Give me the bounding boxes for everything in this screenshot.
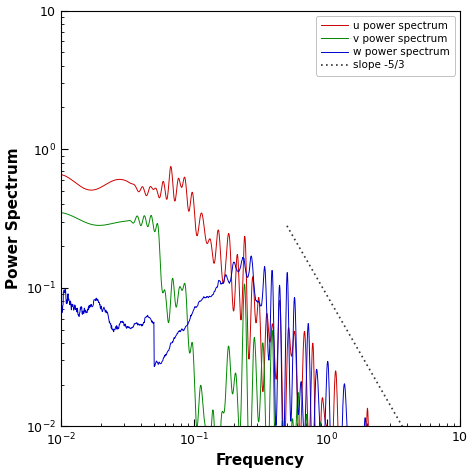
u power spectrum (276, 301, 282, 306)
u power spectrum (268, 333, 274, 338)
u power spectrum (58, 172, 64, 177)
v power spectrum (457, 437, 463, 443)
v power spectrum (231, 381, 237, 387)
w power spectrum (280, 437, 285, 443)
w power spectrum (268, 293, 274, 299)
v power spectrum (192, 406, 198, 411)
v power spectrum (111, 220, 117, 226)
slope -5/3 (417, 454, 423, 460)
u power spectrum (193, 227, 199, 232)
u power spectrum (111, 178, 117, 183)
Line: u power spectrum: u power spectrum (61, 166, 460, 440)
v power spectrum (58, 210, 64, 215)
Line: slope -5/3: slope -5/3 (287, 226, 420, 457)
w power spectrum (192, 304, 198, 310)
Legend: u power spectrum, v power spectrum, w power spectrum, slope -5/3: u power spectrum, v power spectrum, w po… (316, 16, 455, 75)
u power spectrum (168, 164, 173, 169)
Line: v power spectrum: v power spectrum (61, 212, 460, 474)
w power spectrum (248, 253, 254, 259)
w power spectrum (457, 437, 463, 442)
w power spectrum (111, 327, 117, 333)
v power spectrum (268, 361, 273, 366)
w power spectrum (58, 283, 64, 288)
u power spectrum (281, 437, 286, 443)
u power spectrum (457, 437, 463, 443)
Line: w power spectrum: w power spectrum (61, 256, 460, 440)
w power spectrum (276, 284, 282, 290)
v power spectrum (126, 218, 131, 224)
w power spectrum (231, 259, 237, 265)
Text: -5/3: -5/3 (0, 473, 1, 474)
u power spectrum (231, 302, 237, 308)
slope -5/3 (284, 223, 290, 228)
u power spectrum (126, 179, 131, 185)
X-axis label: Frequency: Frequency (216, 454, 305, 468)
w power spectrum (126, 325, 131, 330)
Y-axis label: Power Spectrum: Power Spectrum (6, 148, 20, 289)
